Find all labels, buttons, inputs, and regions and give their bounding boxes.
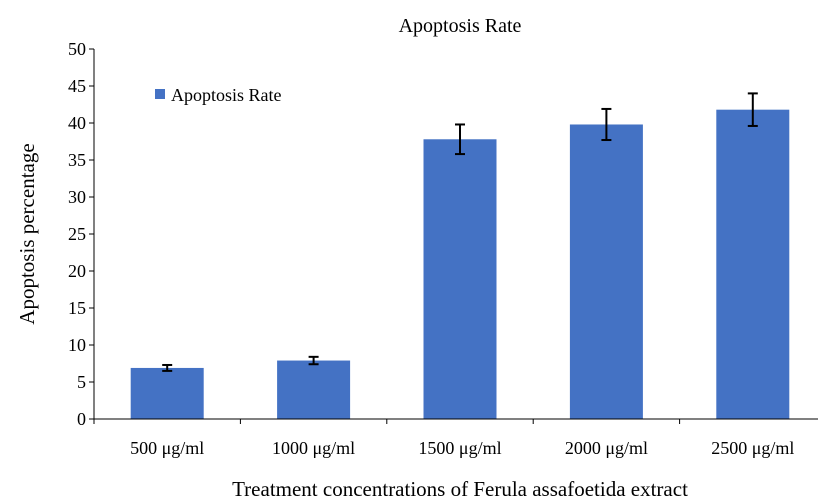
error-bars [162,92,758,372]
x-tick-label: 1000 μg/ml [272,438,355,458]
legend: Apoptosis Rate [155,85,282,105]
y-tick-label: 45 [68,76,86,96]
legend-swatch [155,89,165,99]
x-tick-label: 2000 μg/ml [565,438,648,458]
y-tick-label: 50 [68,39,86,59]
bar [716,109,790,420]
x-tick-label: 2500 μg/ml [711,438,794,458]
bar [423,139,497,419]
x-axis-ticks: 500 μg/ml 1000 μg/ml 1500 μg/ml 2000 μg/ml 2… [93,419,794,458]
x-tick-label: 1500 μg/ml [418,438,501,458]
y-tick-label: 0 [77,409,86,429]
y-tick-label: 30 [68,187,86,207]
error-bar [162,363,173,372]
y-axis-ticks: 0 5 10 15 20 25 30 35 40 45 50 [68,39,94,429]
bar [277,360,351,419]
error-bar [601,107,612,142]
y-tick-label: 5 [77,372,86,392]
y-tick-label: 15 [68,298,86,318]
y-tick-label: 40 [68,113,86,133]
y-tick-label: 35 [68,150,86,170]
y-tick-label: 10 [68,335,86,355]
error-bar [455,123,465,156]
error-bar [747,92,758,127]
y-tick-label: 20 [68,261,86,281]
legend-label: Apoptosis Rate [171,85,282,105]
x-tick-label: 500 μg/ml [130,438,204,458]
bar-series [130,109,790,420]
bar [569,124,643,419]
chart-title: Apoptosis Rate [399,15,522,37]
x-axis-label: Treatment concentrations of Ferula assaf… [232,477,688,501]
y-tick-label: 25 [68,224,86,244]
bar [130,367,204,419]
error-bar [308,355,319,366]
y-axis-label: Apoptosis percentage [15,143,39,324]
